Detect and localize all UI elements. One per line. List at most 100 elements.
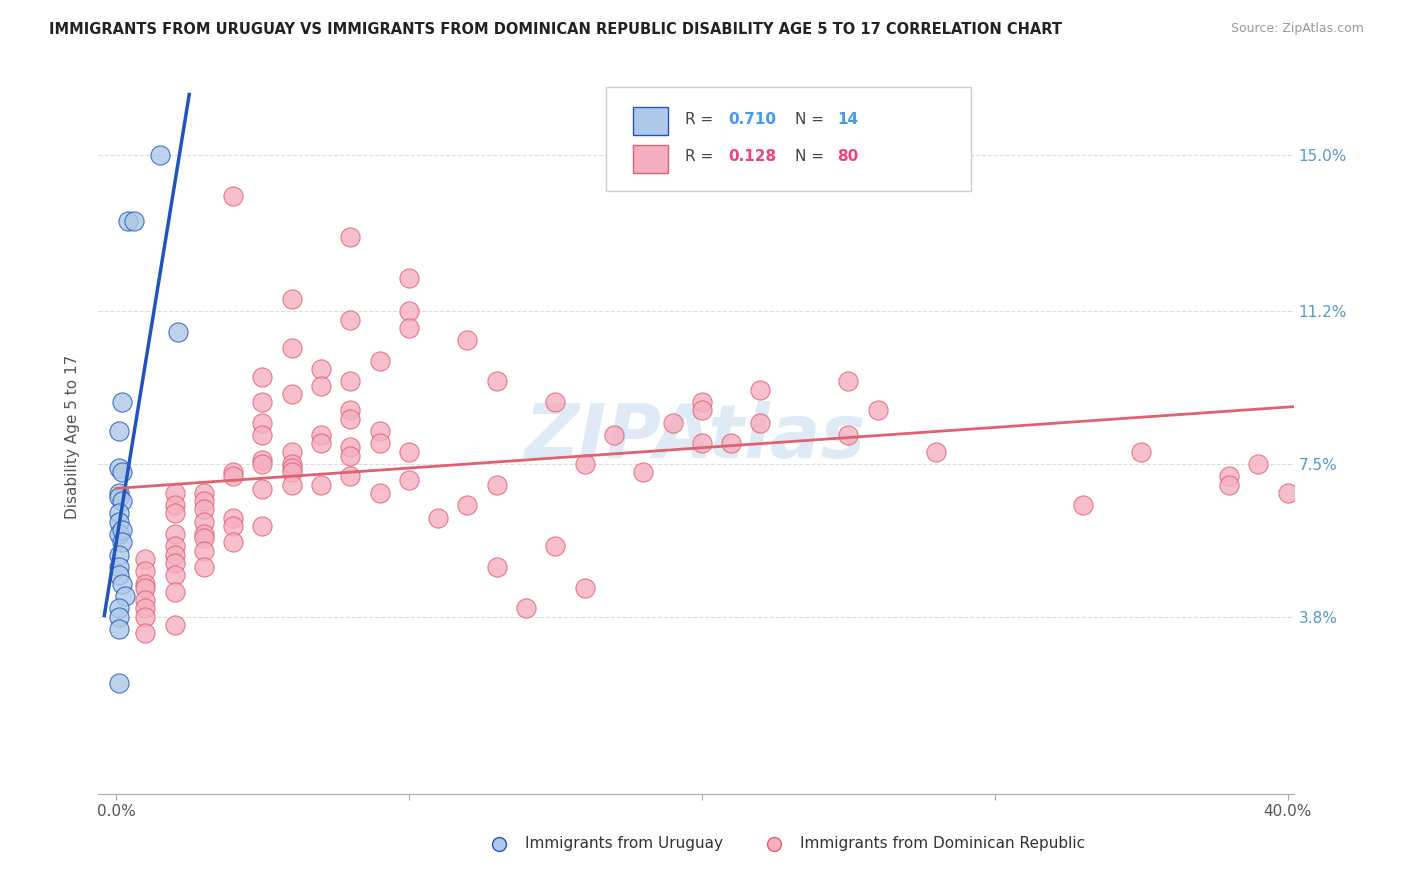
Point: [134, 601, 156, 615]
Point: [163, 507, 186, 521]
Point: [749, 416, 772, 430]
Point: [1218, 469, 1240, 483]
Text: Immigrants from Dominican Republic: Immigrants from Dominican Republic: [800, 837, 1085, 851]
Point: [163, 548, 186, 562]
Point: [339, 441, 361, 455]
Point: [111, 494, 134, 508]
Point: [690, 436, 713, 450]
Point: [398, 444, 420, 458]
Point: [281, 457, 304, 471]
Point: [339, 403, 361, 417]
Y-axis label: Disability Age 5 to 17: Disability Age 5 to 17: [65, 355, 80, 519]
Point: [193, 494, 215, 508]
Point: [661, 416, 683, 430]
Point: [163, 556, 186, 570]
Point: [281, 461, 304, 475]
Point: [309, 436, 332, 450]
Point: [114, 589, 136, 603]
Point: [193, 485, 215, 500]
Point: [368, 436, 391, 450]
Point: [108, 507, 131, 521]
Point: [837, 375, 859, 389]
Point: [281, 386, 304, 401]
Point: [339, 312, 361, 326]
Point: [485, 375, 508, 389]
Text: 0.128: 0.128: [728, 149, 776, 164]
Point: [1247, 457, 1270, 471]
Point: [134, 593, 156, 607]
Point: [163, 527, 186, 541]
Point: [281, 444, 304, 458]
Point: [544, 540, 567, 554]
FancyBboxPatch shape: [633, 145, 668, 173]
Point: [134, 576, 156, 591]
Point: [163, 584, 186, 599]
Text: N =: N =: [796, 149, 830, 164]
Point: [134, 626, 156, 640]
Point: [111, 523, 134, 537]
Text: R =: R =: [685, 112, 718, 127]
Point: [108, 548, 131, 562]
Point: [690, 395, 713, 409]
Point: [368, 353, 391, 368]
Point: [108, 568, 131, 582]
Point: [252, 416, 274, 430]
Point: [485, 477, 508, 491]
Point: [1071, 498, 1094, 512]
Text: Immigrants from Uruguay: Immigrants from Uruguay: [524, 837, 723, 851]
Point: [134, 581, 156, 595]
Point: [222, 535, 245, 549]
Point: [108, 515, 131, 529]
Text: 80: 80: [837, 149, 858, 164]
Point: [633, 465, 655, 479]
Point: [108, 461, 131, 475]
Point: [368, 424, 391, 438]
Point: [193, 531, 215, 545]
Point: [122, 213, 145, 227]
Point: [222, 510, 245, 524]
FancyBboxPatch shape: [606, 87, 972, 191]
Point: [281, 292, 304, 306]
Point: [515, 601, 537, 615]
Point: [574, 581, 596, 595]
Point: [252, 518, 274, 533]
Point: [690, 403, 713, 417]
Point: [117, 213, 139, 227]
Point: [339, 449, 361, 463]
Point: [108, 485, 131, 500]
Point: [222, 465, 245, 479]
Point: [111, 576, 134, 591]
Point: [574, 457, 596, 471]
Text: ZIPAtlas: ZIPAtlas: [526, 401, 866, 474]
Point: [398, 320, 420, 334]
Point: [111, 535, 134, 549]
Point: [108, 560, 131, 574]
Point: [193, 560, 215, 574]
Point: [339, 375, 361, 389]
Point: [427, 510, 450, 524]
Point: [252, 457, 274, 471]
Point: [339, 469, 361, 483]
Point: [281, 477, 304, 491]
Point: [1277, 485, 1299, 500]
Point: [398, 474, 420, 488]
Point: [134, 551, 156, 566]
Point: [339, 230, 361, 244]
FancyBboxPatch shape: [633, 107, 668, 136]
Text: R =: R =: [685, 149, 718, 164]
Point: [108, 675, 131, 690]
Text: 14: 14: [837, 112, 858, 127]
Point: [837, 428, 859, 442]
Point: [108, 490, 131, 504]
Point: [456, 333, 478, 347]
Point: [1218, 477, 1240, 491]
Point: [309, 378, 332, 392]
Point: [485, 560, 508, 574]
Point: [603, 428, 626, 442]
Point: [720, 436, 742, 450]
Point: [166, 325, 188, 339]
Point: [108, 601, 131, 615]
Point: [108, 527, 131, 541]
Point: [193, 543, 215, 558]
Point: [134, 609, 156, 624]
